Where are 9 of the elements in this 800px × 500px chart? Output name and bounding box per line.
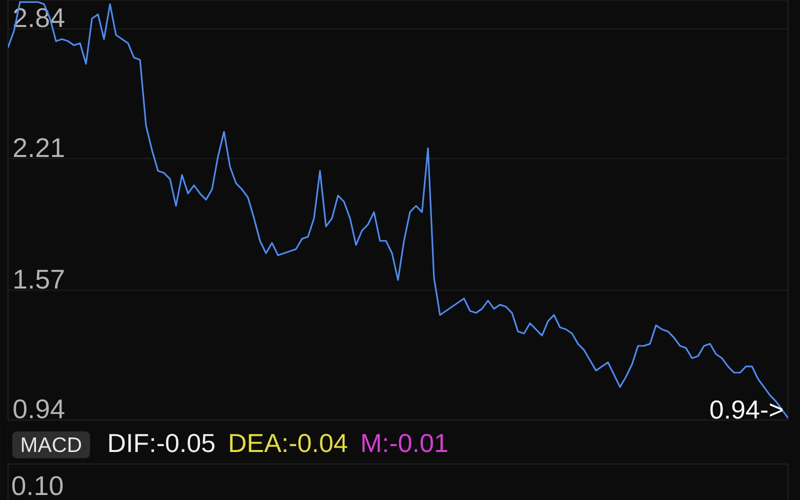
annotation: 0.94-> <box>710 400 783 419</box>
text: M:-0.01 <box>362 434 448 452</box>
y-tick-label: 0.94 <box>14 399 64 418</box>
text: 0.10 <box>12 476 63 496</box>
y-tick-label: 1.57 <box>14 270 64 289</box>
text: DIF:-0.05 <box>109 434 214 452</box>
text: MACD <box>22 437 82 452</box>
y-tick-label: 2.21 <box>14 138 64 157</box>
text: DEA:-0.04 <box>230 434 348 452</box>
